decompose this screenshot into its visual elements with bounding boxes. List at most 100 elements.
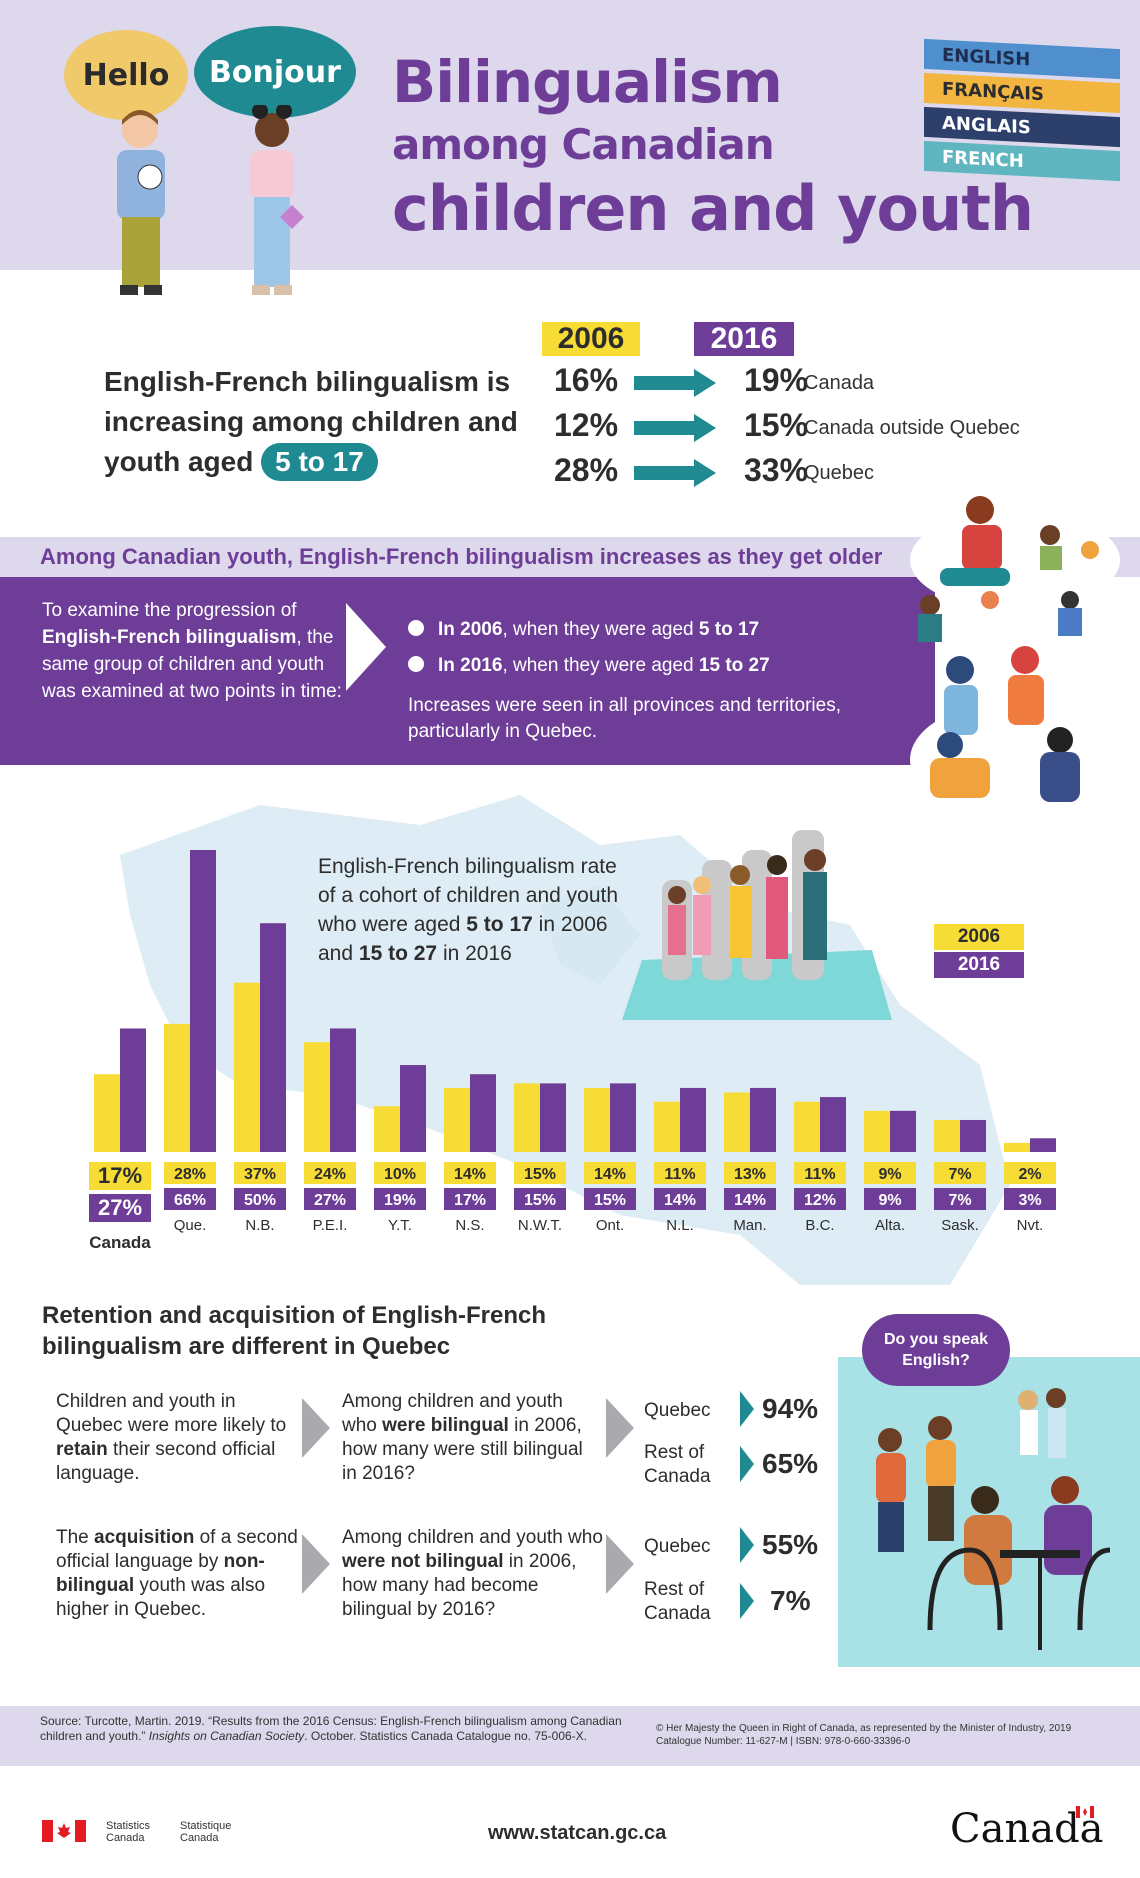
arrowhead-icon (694, 414, 716, 442)
bar-2006-ont (584, 1087, 610, 1152)
chevron-right-icon (302, 1534, 330, 1594)
arrow-icon (634, 421, 694, 435)
data-label-2016: 17% (454, 1192, 486, 1209)
bar-2006-alta (864, 1110, 890, 1152)
category-label: Canada (89, 1233, 151, 1252)
category-label: N.S. (455, 1217, 484, 1234)
label-box-2016 (89, 1194, 151, 1222)
books-stack: ENGLISH FRANÇAIS ANGLAIS FRENCH (924, 38, 1120, 182)
cohort-bullets: In 2006, when they were aged 5 to 17 In … (408, 612, 770, 684)
label-box-2016 (724, 1188, 776, 1210)
bullet-dot-icon (408, 656, 424, 672)
year-2006-tag: 2006 (542, 322, 640, 356)
statistique-canada-fr: Statistique Canada (180, 1820, 232, 1844)
retain-rest-pct: 65% (762, 1448, 819, 1479)
people-illustration (910, 496, 1130, 820)
bar-2016-ns (470, 1074, 496, 1152)
label-box-2006 (374, 1162, 426, 1184)
pointer-icon (740, 1583, 754, 1619)
label-box-2016 (164, 1188, 216, 1210)
bar-2016-nb (260, 923, 286, 1152)
cohort-heading: Among Canadian youth, English-French bil… (40, 544, 883, 569)
chevron-right-icon (606, 1398, 634, 1458)
bar-2006-nwt (514, 1083, 540, 1152)
data-label-2016: 15% (524, 1192, 556, 1209)
kids-illustration (95, 105, 335, 320)
title-line-3: children and youth (392, 172, 1034, 245)
chevron-right-icon (606, 1534, 634, 1594)
label-box-2006 (514, 1162, 566, 1184)
label-box-2016 (934, 1188, 986, 1210)
canada-flag-icon (42, 1820, 86, 1842)
pointer-icon (740, 1391, 754, 1427)
retain-statement: Children and youth in Quebec were more l… (56, 1391, 287, 1484)
arrow-icon (634, 376, 694, 390)
cafe-illustration (876, 1388, 1111, 1650)
bar-2016-nl (680, 1087, 706, 1152)
data-label-2006: 9% (878, 1166, 901, 1183)
speech-bubble: Do you speak English? (862, 1314, 1010, 1386)
year-2016-tag: 2016 (694, 322, 794, 356)
label-box-2006 (584, 1162, 636, 1184)
source-band (0, 1706, 1140, 1766)
retain-rest-label: Rest of Canada (644, 1442, 711, 1487)
bar-2016-alta (890, 1110, 916, 1152)
label-box-2006 (89, 1162, 151, 1190)
bar-2016-yt (400, 1065, 426, 1152)
label-box-2016 (794, 1188, 846, 1210)
category-label: Nvt. (1017, 1217, 1044, 1234)
book-anglais: ANGLAIS (924, 106, 1120, 148)
category-label: B.C. (805, 1217, 834, 1234)
label-box-2006 (444, 1162, 496, 1184)
data-label-2006: 7% (948, 1166, 971, 1183)
data-label-2016: 14% (664, 1192, 696, 1209)
label-box-2006 (304, 1162, 356, 1184)
family-cohort-illustration (622, 830, 892, 1020)
retain-quebec-label: Quebec (644, 1400, 711, 1421)
data-label-2016: 50% (244, 1192, 276, 1209)
statcan-url[interactable]: www.statcan.gc.ca (488, 1822, 667, 1844)
increase-note: Increases were seen in all provinces and… (408, 695, 841, 742)
bar-2016-nwt (540, 1083, 566, 1152)
data-label-2016: 9% (878, 1192, 901, 1209)
pointer-icon (740, 1527, 754, 1563)
bar-2006-canada (94, 1074, 120, 1152)
acquire-quebec-label: Quebec (644, 1536, 711, 1557)
bar-2016-nvt (1030, 1138, 1056, 1152)
bonjour-text: Bonjour (209, 54, 341, 90)
chart-note: English-French bilingualism rate of a co… (318, 855, 619, 965)
bar-2016-que (190, 850, 216, 1152)
data-label-2016: 12% (804, 1192, 836, 1209)
bar-2006-sask (934, 1119, 960, 1152)
acquire-rest-label: Rest of Canada (644, 1579, 711, 1624)
data-label-2006: 11% (664, 1166, 695, 1183)
data-label-2006: 28% (174, 1166, 206, 1183)
category-label: N.W.T. (518, 1217, 562, 1234)
label-box-2006 (934, 1162, 986, 1184)
legend-2006: 2006 (934, 924, 1024, 950)
category-label: Que. (174, 1217, 207, 1234)
hello-text: Hello (82, 57, 170, 93)
label-box-2016 (1004, 1188, 1056, 1210)
label-box-2016 (514, 1188, 566, 1210)
label-box-2006 (234, 1162, 286, 1184)
bar-2016-sask (960, 1119, 986, 1152)
bar-2016-bc (820, 1097, 846, 1152)
arrow-icon (634, 466, 694, 480)
book-french: FRENCH (924, 140, 1120, 182)
data-label-2016: 14% (734, 1192, 766, 1209)
cohort-intro: To examine the progression of English-Fr… (42, 600, 342, 702)
bullet-dot-icon (408, 620, 424, 636)
label-box-2006 (164, 1162, 216, 1184)
pointer-icon (740, 1446, 754, 1482)
data-label-2006: 10% (384, 1166, 416, 1183)
data-label-2006: 14% (454, 1166, 486, 1183)
age-pill: 5 to 17 (261, 443, 378, 481)
title-line-1: Bilingualism (392, 48, 783, 116)
title-line-2: among Canadian (392, 120, 775, 169)
legend-2016: 2016 (934, 952, 1024, 978)
book-francais: FRANÇAIS (924, 72, 1120, 114)
bonjour-bubble: Bonjour (194, 26, 356, 118)
data-label-2006: 15% (524, 1166, 556, 1183)
